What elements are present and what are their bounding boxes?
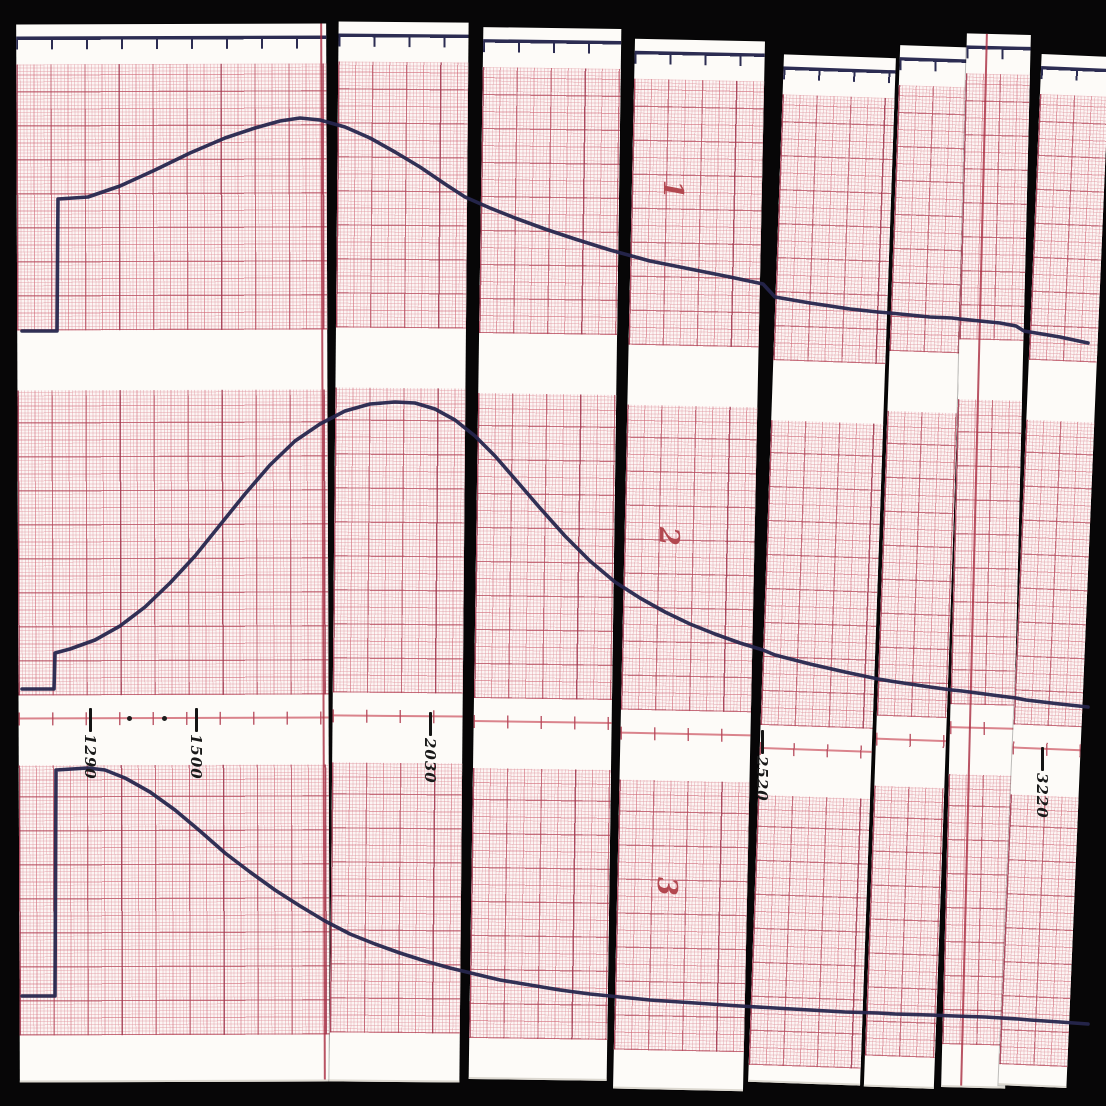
band-number-label: 1 (657, 180, 688, 199)
pen-annotation: 1290 (81, 734, 99, 780)
pen-annotation: 2520 (753, 756, 771, 802)
pen-annotation: 2030 (421, 738, 439, 784)
pen-tick-mark (1041, 747, 1044, 771)
trace-1 (20, 116, 1090, 345)
band-number-label: 2 (653, 527, 684, 546)
pen-tick-mark (89, 708, 92, 732)
pen-tick-mark (761, 730, 764, 754)
pen-dot (127, 716, 132, 721)
band-number-label: 3 (651, 877, 682, 896)
pen-annotation: 3220 (1033, 773, 1051, 819)
pen-annotation: 1500 (187, 734, 205, 780)
pen-dot (162, 716, 167, 721)
trace-3 (20, 766, 1090, 1026)
pen-tick-mark (195, 708, 198, 732)
trace-2 (20, 400, 1090, 709)
pen-tick-mark (429, 712, 432, 736)
